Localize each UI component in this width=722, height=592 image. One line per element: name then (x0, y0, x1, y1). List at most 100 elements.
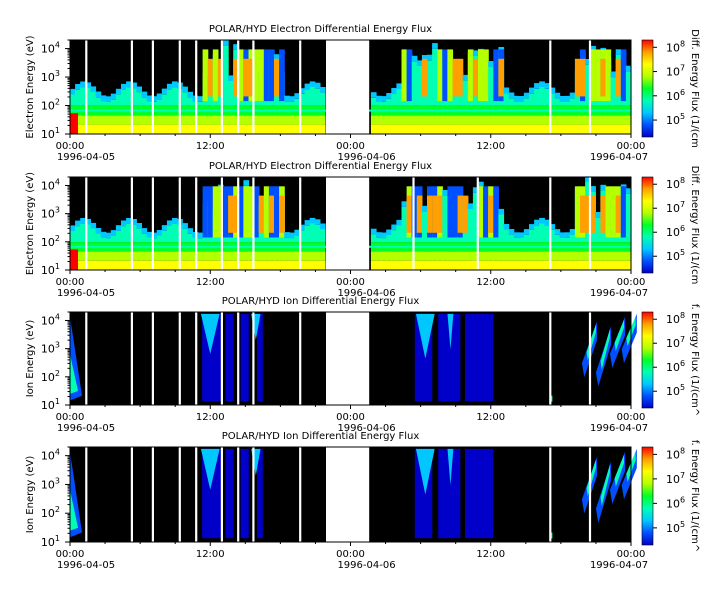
dropout-stripe (195, 312, 198, 405)
spectrogram-cell (544, 88, 550, 106)
spectrogram-cell (243, 115, 250, 125)
spectrogram-cell (432, 48, 438, 106)
spectrogram-cell (415, 448, 435, 495)
spectrogram-cell (257, 313, 263, 402)
dropout-stripe (237, 312, 240, 405)
spectrogram-cell (488, 66, 494, 106)
spectrogram-cell (376, 124, 382, 134)
spectrogram-cell (172, 218, 178, 224)
spectrogram-cell (284, 115, 290, 125)
x-date-label: 1996-04-05 (57, 423, 115, 434)
spectrogram-cell (100, 115, 107, 125)
spectrogram-cell (580, 124, 586, 134)
spectrogram-cell (539, 81, 545, 87)
spectrogram-cell (483, 115, 489, 125)
spectrogram-cell (483, 251, 489, 261)
spectrogram-cell (136, 251, 142, 261)
y-tick-label: 101 (41, 534, 60, 549)
spectrogram-cell (85, 124, 91, 134)
spectrogram-cell (166, 260, 173, 270)
spectrogram-cell (447, 313, 454, 350)
dropout-stripe (85, 447, 88, 542)
spectrogram-cell (437, 251, 443, 261)
spectrogram-cell (172, 223, 178, 243)
chart-title: POLAR/HYD Ion Differential Energy Flux (222, 296, 420, 307)
spectrogram-cell (121, 124, 127, 134)
spectrogram-cell (595, 115, 601, 125)
spectrogram-cell (529, 87, 535, 94)
dropout-stripe (195, 177, 198, 270)
spectrogram-cell (110, 230, 117, 236)
spectrogram-cell (187, 124, 193, 134)
spectrogram-cell (212, 124, 219, 134)
spectrogram-cell (467, 208, 474, 243)
spectrogram-cell (243, 251, 250, 261)
spectrogram-cell (253, 49, 260, 102)
spectrogram-cell (544, 83, 550, 89)
spectrogram-cell (396, 124, 403, 134)
spectrogram-cell (314, 115, 321, 125)
spectrogram-cell (544, 124, 550, 134)
spectrogram-cell (225, 313, 234, 402)
dropout-stripe (130, 447, 133, 542)
spectrogram-cell (274, 58, 280, 97)
spectrogram-cell (156, 230, 163, 236)
spectrogram-cell (569, 124, 576, 134)
spectrogram-cell (161, 230, 168, 243)
spectrogram-cell (554, 251, 561, 261)
spectrogram-cell (289, 232, 295, 239)
x-tick-label: 12:00 (476, 412, 505, 423)
spectrogram-cell (503, 115, 510, 125)
spectrogram-cell (146, 115, 153, 125)
spectrogram-cell (110, 124, 117, 134)
y-axis-label: Ion Energy (eV) (25, 320, 36, 398)
x-tick-label: 12:00 (196, 549, 225, 560)
spectrogram-cell (442, 124, 448, 134)
spectrogram-cell (156, 251, 163, 261)
spectrogram-cell (438, 448, 461, 539)
spectrogram-cell (240, 448, 249, 539)
spectrogram-cell (240, 313, 249, 402)
spectrogram-cell (233, 195, 239, 233)
spectrogram-cell (488, 260, 494, 270)
spectrogram-cell (258, 49, 265, 102)
spectrogram-cell (421, 251, 428, 261)
spectrogram-cell (304, 89, 311, 106)
spectrogram-cell (156, 99, 163, 106)
spectrogram-cell (452, 58, 459, 97)
colorbar-label: f. Energy Flux (1/(cm^ (689, 304, 700, 416)
spectrogram-cell (202, 186, 209, 238)
spectrogram-cell (110, 115, 117, 125)
spectrogram-cell (610, 71, 617, 78)
spectrogram-cell (233, 44, 239, 50)
spectrogram-cell (248, 58, 255, 97)
spectrogram-cell (105, 115, 112, 125)
spectrogram-cell (217, 260, 224, 270)
spectrogram-cell (166, 226, 173, 243)
spectrogram-cell (279, 115, 285, 125)
spectrogram-cell (478, 260, 484, 270)
spectrogram-cell (539, 251, 545, 261)
spectrogram-cell (508, 251, 515, 261)
spectrogram-cell (131, 115, 137, 125)
spectrogram-cell (115, 225, 122, 231)
spectrogram-cell (447, 260, 454, 270)
spectrogram-cell (228, 251, 234, 261)
spectrogram-cell (309, 81, 316, 87)
spectrogram-cell (503, 87, 510, 94)
spectrogram-cell (289, 251, 295, 261)
spectrogram-cell (381, 251, 387, 261)
y-tick-label: 101 (41, 126, 60, 141)
spectrogram-cell (202, 124, 209, 134)
colorbar-label: Diff. Energy Flux (1/(cm (689, 166, 700, 285)
spectrogram-cell (523, 229, 530, 235)
spectrogram-cell (411, 124, 418, 134)
spectrogram-cell (166, 124, 173, 134)
spectrogram-cell (478, 251, 484, 261)
colorbar-tick-label: 107 (666, 200, 685, 215)
spectrogram-cell (200, 313, 220, 354)
spectrogram-cell (151, 232, 158, 239)
spectrogram-cell (549, 224, 556, 230)
spectrogram-cell (544, 225, 550, 243)
spectrogram-cell (549, 229, 556, 243)
